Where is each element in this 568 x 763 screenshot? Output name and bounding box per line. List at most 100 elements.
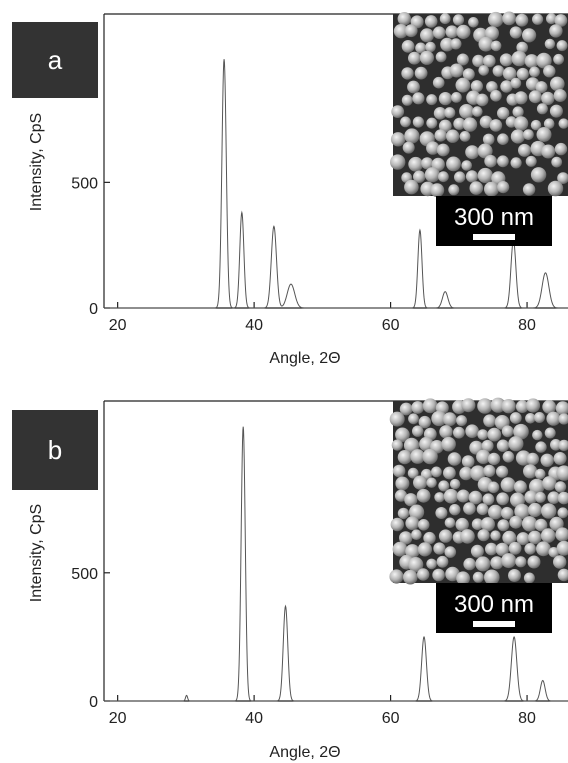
sem-particle xyxy=(390,517,404,532)
sem-particle xyxy=(527,502,543,518)
sem-particle xyxy=(492,65,505,77)
sem-particle xyxy=(529,478,545,495)
sem-particle xyxy=(408,413,419,425)
sem-particle xyxy=(390,154,406,170)
sem-inset: 300 nm xyxy=(389,397,568,633)
sem-particle xyxy=(549,24,563,38)
sem-particle xyxy=(435,507,448,519)
sem-particle xyxy=(470,544,484,558)
sem-particle xyxy=(401,40,415,53)
sem-particle xyxy=(496,492,510,506)
sem-particle xyxy=(405,516,420,531)
sem-particle xyxy=(456,489,470,503)
sem-particle xyxy=(497,133,509,145)
sem-particle xyxy=(442,412,457,427)
sem-particle xyxy=(418,415,431,429)
panel-letter: a xyxy=(48,45,63,75)
sem-particle xyxy=(513,480,527,494)
sem-particle xyxy=(462,68,475,81)
sem-particle xyxy=(497,181,510,194)
sem-particle xyxy=(404,493,418,507)
sem-particle xyxy=(436,555,449,568)
sem-particle xyxy=(528,90,542,104)
sem-particle xyxy=(551,156,563,168)
sem-particle xyxy=(412,425,424,437)
sem-particle xyxy=(432,76,445,89)
sem-particle xyxy=(550,76,565,92)
sem-particle xyxy=(483,464,496,477)
sem-particle xyxy=(404,128,420,144)
sem-particle xyxy=(525,398,541,413)
sem-particle xyxy=(497,107,510,120)
sem-particle xyxy=(451,92,462,103)
sem-particle xyxy=(477,398,493,414)
sem-particle xyxy=(501,399,516,414)
sem-particle xyxy=(525,155,537,167)
sem-particle xyxy=(470,80,483,93)
sem-particle xyxy=(534,491,546,503)
sem-particle xyxy=(483,414,496,428)
sem-particle xyxy=(488,11,504,28)
sem-particles xyxy=(390,11,568,198)
sem-particle xyxy=(453,426,465,439)
sem-particle xyxy=(490,397,506,413)
sem-particle xyxy=(400,116,411,128)
sem-particle xyxy=(408,51,421,65)
sem-particle xyxy=(532,429,543,441)
sem-particle xyxy=(460,529,475,544)
sem-particle xyxy=(500,506,514,520)
sem-particle xyxy=(480,517,495,532)
x-axis: 20 40 60 80 Angle, 2Θ xyxy=(104,302,568,367)
sem-particle xyxy=(524,543,536,555)
sem-particle xyxy=(419,50,434,65)
sem-particle xyxy=(461,398,476,413)
sem-particle xyxy=(508,436,524,452)
sem-particle xyxy=(553,89,567,102)
scale-bar xyxy=(473,621,515,627)
sem-particle xyxy=(546,411,561,426)
sem-particle xyxy=(432,26,446,39)
sem-particle xyxy=(444,517,456,529)
sem-particle xyxy=(536,52,552,69)
sem-particle xyxy=(535,441,547,453)
sem-particle xyxy=(389,411,405,427)
x-tick-label: 60 xyxy=(382,317,400,334)
sem-particle xyxy=(543,65,556,78)
sem-particle xyxy=(553,53,564,65)
sem-particle xyxy=(426,141,440,155)
sem-particle xyxy=(501,425,514,438)
sem-particle xyxy=(463,502,476,515)
sem-particle xyxy=(397,507,410,520)
sem-particle xyxy=(465,170,479,183)
sem-particle xyxy=(472,106,483,117)
sem-particle xyxy=(509,515,523,529)
sem-particle xyxy=(513,423,529,440)
sem-particle xyxy=(540,453,554,467)
sem-particle xyxy=(445,25,459,39)
sem-particle xyxy=(420,28,434,43)
sem-particle xyxy=(549,516,564,532)
sem-particle xyxy=(548,547,560,558)
sem-particle xyxy=(536,541,551,557)
sem-particle xyxy=(557,507,568,519)
sem-particle xyxy=(557,568,568,582)
panel-b: b 0 500 Intensity, CpS 20 40 60 80 Angle, 2Θ… xyxy=(12,397,568,761)
sem-particle xyxy=(413,170,426,183)
sem-particle xyxy=(394,489,408,502)
sem-particle xyxy=(484,569,500,586)
sem-particle xyxy=(508,541,522,555)
sem-particle xyxy=(515,400,529,413)
sem-particle xyxy=(422,398,438,414)
sem-particle xyxy=(556,465,568,481)
sem-particle xyxy=(392,464,406,478)
sem-particle xyxy=(402,141,415,154)
x-tick-label: 40 xyxy=(245,710,263,727)
sem-particle xyxy=(489,119,503,132)
sem-particle xyxy=(522,28,537,43)
sem-particle xyxy=(487,452,501,466)
sem-particle xyxy=(523,129,534,141)
sem-particle xyxy=(523,464,538,479)
sem-particle xyxy=(476,503,489,516)
sem-particle xyxy=(446,156,461,172)
sem-particle xyxy=(399,402,413,416)
